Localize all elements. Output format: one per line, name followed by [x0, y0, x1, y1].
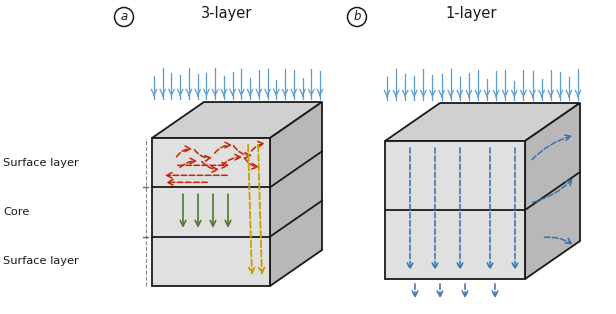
Text: 3-layer: 3-layer [201, 6, 253, 21]
Polygon shape [152, 102, 322, 138]
Text: Core: Core [3, 207, 30, 217]
Text: b: b [353, 10, 361, 24]
Polygon shape [525, 103, 580, 279]
Polygon shape [385, 103, 580, 141]
Polygon shape [152, 138, 270, 286]
Text: a: a [120, 10, 128, 24]
Text: 1-layer: 1-layer [446, 6, 497, 21]
Text: Surface layer: Surface layer [3, 256, 79, 266]
Text: Surface layer: Surface layer [3, 158, 79, 168]
Polygon shape [270, 102, 322, 286]
Polygon shape [385, 141, 525, 279]
